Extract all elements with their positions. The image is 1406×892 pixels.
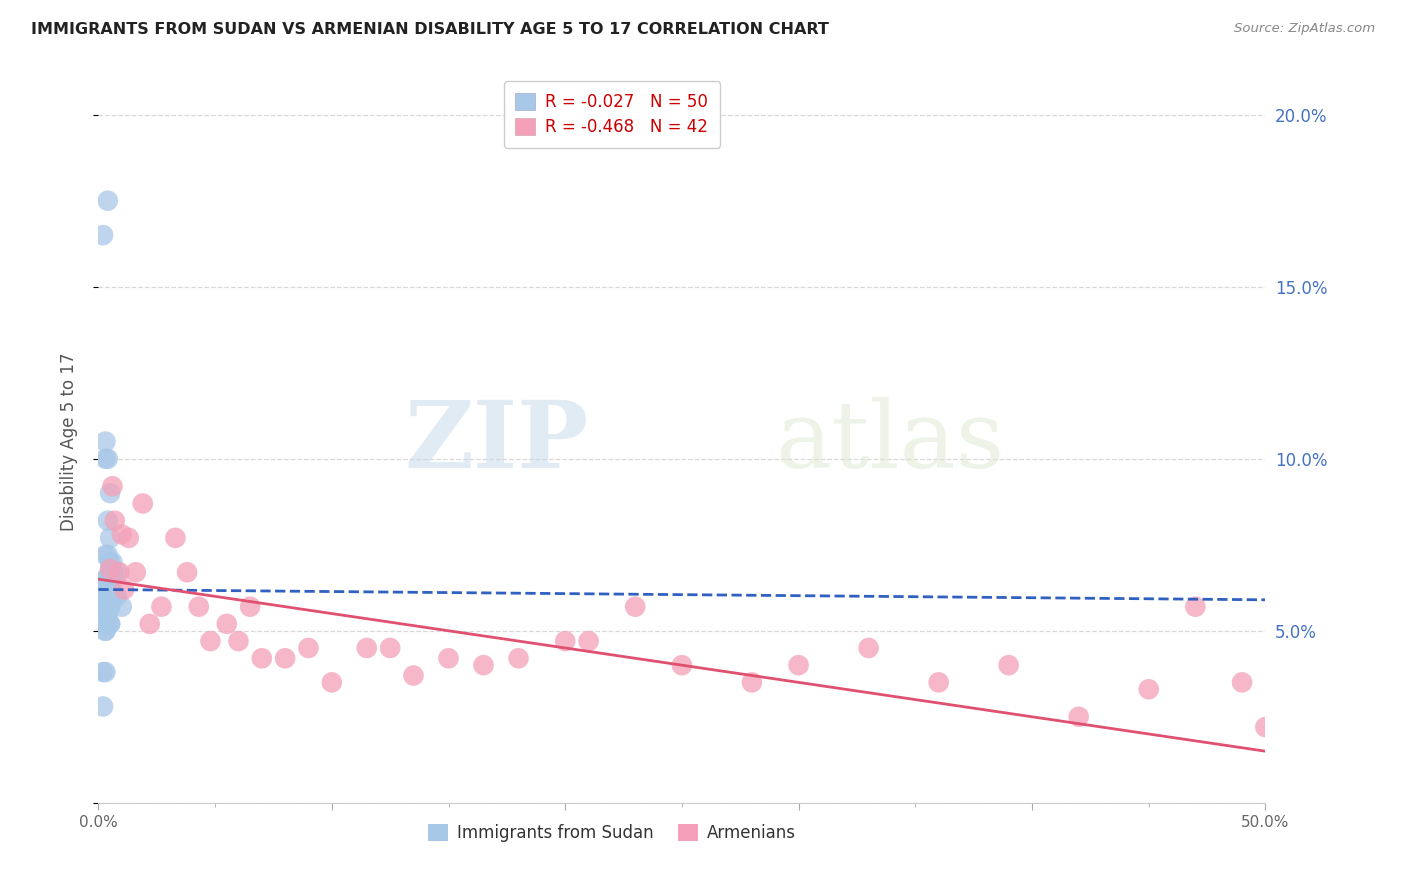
Point: [98, 616, 121, 631]
Point: [200, 634, 222, 648]
Point: [97, 582, 120, 597]
Point: [98, 582, 121, 597]
Point: [624, 599, 647, 614]
Point: [239, 599, 262, 614]
Point: [215, 616, 238, 631]
Point: [402, 668, 425, 682]
Point: [472, 658, 495, 673]
Point: [98, 555, 121, 569]
Point: [97, 607, 120, 621]
Point: [94, 451, 117, 466]
Point: [97, 582, 120, 597]
Point: [97, 514, 120, 528]
Point: [94, 607, 117, 621]
Point: [132, 496, 155, 510]
Point: [91, 228, 114, 243]
Point: [187, 599, 209, 614]
Point: [90, 582, 112, 597]
Point: [321, 675, 343, 690]
Point: [105, 566, 128, 580]
Point: [98, 562, 121, 576]
Point: [1184, 599, 1206, 614]
Point: [176, 566, 198, 580]
Point: [91, 590, 114, 604]
Point: [928, 675, 950, 690]
Point: [1230, 675, 1253, 690]
Point: [91, 665, 114, 679]
Point: [250, 651, 273, 665]
Point: [98, 531, 121, 545]
Point: [98, 599, 121, 614]
Point: [94, 624, 117, 638]
Point: [1254, 720, 1277, 734]
Text: atlas: atlas: [775, 397, 1004, 486]
Point: [111, 527, 134, 541]
Point: [94, 624, 117, 638]
Point: [104, 590, 127, 604]
Point: [98, 486, 121, 500]
Text: IMMIGRANTS FROM SUDAN VS ARMENIAN DISABILITY AGE 5 TO 17 CORRELATION CHART: IMMIGRANTS FROM SUDAN VS ARMENIAN DISABI…: [31, 22, 828, 37]
Point: [112, 582, 135, 597]
Point: [274, 651, 297, 665]
Point: [94, 548, 117, 562]
Y-axis label: Disability Age 5 to 17: Disability Age 5 to 17: [59, 352, 77, 531]
Point: [787, 658, 810, 673]
Point: [297, 640, 319, 655]
Point: [139, 616, 162, 631]
Point: [671, 658, 693, 673]
Point: [228, 634, 250, 648]
Point: [97, 590, 120, 604]
Point: [97, 572, 120, 586]
Point: [98, 599, 121, 614]
Point: [1067, 710, 1090, 724]
Point: [98, 562, 121, 576]
Point: [101, 555, 124, 569]
Point: [108, 566, 131, 580]
Point: [508, 651, 530, 665]
Point: [101, 479, 124, 493]
Point: [94, 599, 117, 614]
Point: [94, 572, 117, 586]
Point: [97, 548, 120, 562]
Point: [97, 599, 120, 614]
Point: [356, 640, 378, 655]
Point: [858, 640, 880, 655]
Point: [125, 566, 148, 580]
Point: [578, 634, 600, 648]
Point: [91, 607, 114, 621]
Point: [104, 514, 127, 528]
Point: [98, 582, 121, 597]
Point: [94, 434, 117, 449]
Point: [98, 599, 121, 614]
Point: [98, 590, 121, 604]
Point: [101, 582, 124, 597]
Point: [554, 634, 576, 648]
Point: [97, 599, 120, 614]
Point: [101, 566, 124, 580]
Point: [165, 531, 187, 545]
Point: [94, 665, 117, 679]
Point: [97, 582, 120, 597]
Point: [118, 531, 141, 545]
Point: [98, 616, 121, 631]
Text: Source: ZipAtlas.com: Source: ZipAtlas.com: [1234, 22, 1375, 36]
Point: [101, 566, 124, 580]
Text: ZIP: ZIP: [405, 397, 589, 486]
Legend: Immigrants from Sudan, Armenians: Immigrants from Sudan, Armenians: [422, 817, 803, 848]
Point: [97, 194, 120, 208]
Point: [94, 572, 117, 586]
Point: [741, 675, 763, 690]
Point: [997, 658, 1019, 673]
Point: [1137, 682, 1160, 697]
Point: [91, 699, 114, 714]
Point: [97, 451, 120, 466]
Point: [105, 590, 128, 604]
Point: [111, 599, 134, 614]
Point: [97, 616, 120, 631]
Point: [98, 582, 121, 597]
Point: [437, 651, 460, 665]
Point: [380, 640, 402, 655]
Point: [150, 599, 173, 614]
